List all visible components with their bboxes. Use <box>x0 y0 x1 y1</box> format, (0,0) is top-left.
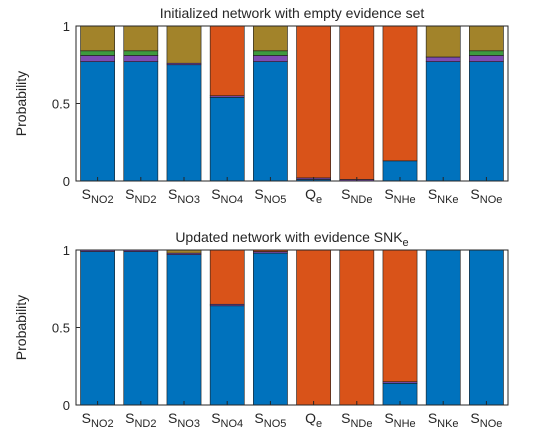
bar-segment <box>166 254 202 406</box>
y-tick-label: 0 <box>63 174 70 189</box>
x-tick-label: SNOe <box>470 410 502 430</box>
chart-bottom-updated-network: Updated network with evidence SNKe SNO2 SN… <box>13 229 509 430</box>
bar-segment <box>123 61 159 182</box>
bar-segment <box>425 249 461 406</box>
x-tick-label: SNDe <box>341 186 372 206</box>
bar-segment <box>253 252 288 406</box>
x-tick-label: SNO5 <box>254 186 286 206</box>
x-tick-label: SNHe <box>384 410 415 430</box>
x-tick-label: Qe <box>305 410 322 430</box>
chart-title: Initialized network with empty evidence … <box>160 5 425 21</box>
x-tick-label: SND2 <box>125 186 156 206</box>
x-tick-label: SNOe <box>470 186 502 206</box>
bar-segment <box>425 56 461 62</box>
y-tick-label: 1 <box>63 243 70 258</box>
chart-top-initialized-network: Initialized network with empty evidence … <box>13 5 509 206</box>
y-axis-label: Probability <box>13 71 29 136</box>
bar-segment <box>339 25 375 180</box>
bar-segment <box>253 55 288 62</box>
bar-segment <box>80 55 115 62</box>
bar-segment <box>469 55 504 62</box>
bar-segment <box>469 249 504 406</box>
bar-segment <box>80 251 115 406</box>
y-axis-label: Probability <box>13 295 29 360</box>
bar-segment <box>123 251 159 406</box>
x-tick-label: SNO2 <box>82 410 114 430</box>
bar-segment <box>80 61 115 182</box>
bar-segment <box>209 25 245 97</box>
bar-segment <box>80 50 115 56</box>
bar-segment <box>253 50 288 56</box>
bar-segment <box>382 25 418 162</box>
bar-segment <box>253 25 288 52</box>
x-tick-label: SND2 <box>125 410 156 430</box>
bar-segment <box>80 25 115 52</box>
bar-segment <box>123 55 159 62</box>
bar-segment <box>296 25 331 179</box>
bar-segment <box>209 97 245 182</box>
bar-segment <box>209 249 245 305</box>
bar-segment <box>469 25 504 52</box>
x-tick-label: SNHe <box>384 186 415 206</box>
bar-segment <box>166 64 202 182</box>
bar-segment <box>253 61 288 182</box>
y-tick-label: 0 <box>63 398 70 413</box>
bar-segment <box>469 61 504 182</box>
x-tick-label: SNDe <box>341 410 372 430</box>
y-tick-label: 0.5 <box>52 97 70 112</box>
y-tick-label: 1 <box>63 19 70 34</box>
x-tick-label: SNO2 <box>82 186 114 206</box>
bar-segment <box>469 50 504 56</box>
x-tick-label: SNO5 <box>254 410 286 430</box>
x-tick-label: SNO3 <box>168 186 200 206</box>
x-tick-label: SNO3 <box>168 410 200 430</box>
bar-segment <box>382 249 418 383</box>
bar-segment <box>296 249 331 406</box>
x-tick-label: Qe <box>305 186 322 206</box>
bar-segment <box>339 249 375 406</box>
x-tick-label: SNO4 <box>211 410 243 430</box>
bar-segment <box>166 25 202 64</box>
bar-segment <box>425 61 461 182</box>
x-tick-label: SNO4 <box>211 186 243 206</box>
y-tick-label: 0.5 <box>52 321 70 336</box>
bar-segment <box>209 305 245 406</box>
chart-title: Updated network with evidence SNKe <box>175 229 408 249</box>
bar-segment <box>425 25 461 58</box>
x-tick-label: SNKe <box>428 410 459 430</box>
x-tick-label: SNKe <box>428 186 459 206</box>
bar-segment <box>123 25 159 52</box>
bar-segment <box>123 50 159 56</box>
